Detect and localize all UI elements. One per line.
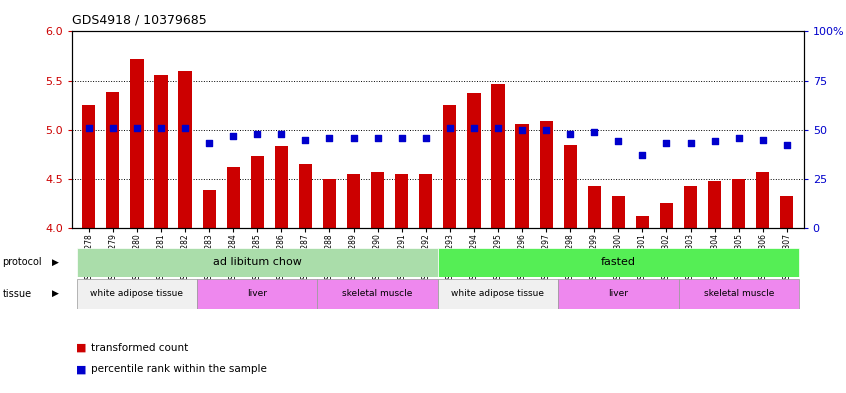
- Bar: [179, 71, 192, 228]
- Point: [395, 134, 409, 141]
- Bar: [563, 145, 577, 228]
- Bar: [684, 186, 697, 228]
- Bar: [437, 248, 799, 277]
- Bar: [558, 279, 678, 309]
- Bar: [347, 174, 360, 228]
- Point: [635, 152, 649, 158]
- Bar: [443, 105, 457, 228]
- Bar: [708, 181, 722, 228]
- Bar: [732, 179, 745, 228]
- Point: [419, 134, 432, 141]
- Point: [299, 136, 312, 143]
- Point: [275, 130, 288, 137]
- Point: [684, 140, 697, 147]
- Bar: [612, 195, 625, 228]
- Bar: [588, 186, 601, 228]
- Bar: [317, 279, 437, 309]
- Point: [106, 125, 119, 131]
- Point: [540, 127, 553, 133]
- Bar: [77, 248, 438, 277]
- Bar: [395, 174, 409, 228]
- Point: [563, 130, 577, 137]
- Bar: [419, 174, 432, 228]
- Bar: [202, 190, 216, 228]
- Point: [587, 129, 601, 135]
- Point: [467, 125, 481, 131]
- Text: skeletal muscle: skeletal muscle: [343, 289, 413, 298]
- Text: ▶: ▶: [52, 289, 59, 298]
- Text: ▶: ▶: [52, 258, 59, 267]
- Point: [154, 125, 168, 131]
- Bar: [323, 179, 336, 228]
- Point: [322, 134, 336, 141]
- Bar: [77, 279, 197, 309]
- Text: GDS4918 / 10379685: GDS4918 / 10379685: [72, 14, 206, 27]
- Point: [443, 125, 457, 131]
- Text: liver: liver: [247, 289, 267, 298]
- Bar: [756, 172, 769, 228]
- Bar: [540, 121, 552, 228]
- Text: ad libitum chow: ad libitum chow: [213, 257, 302, 267]
- Bar: [678, 279, 799, 309]
- Text: percentile rank within the sample: percentile rank within the sample: [91, 364, 267, 375]
- Bar: [780, 196, 794, 228]
- Text: ■: ■: [76, 343, 86, 353]
- Point: [250, 130, 264, 137]
- Point: [732, 134, 745, 141]
- Text: protocol: protocol: [3, 257, 42, 267]
- Point: [202, 140, 216, 147]
- Point: [756, 136, 770, 143]
- Point: [82, 125, 96, 131]
- Bar: [130, 59, 144, 228]
- Bar: [227, 167, 239, 228]
- Point: [347, 134, 360, 141]
- Bar: [467, 94, 481, 228]
- Bar: [107, 92, 119, 228]
- Text: skeletal muscle: skeletal muscle: [704, 289, 774, 298]
- Bar: [437, 279, 558, 309]
- Bar: [660, 204, 673, 228]
- Bar: [371, 172, 384, 228]
- Bar: [299, 164, 312, 228]
- Point: [130, 125, 144, 131]
- Point: [780, 142, 794, 149]
- Point: [227, 132, 240, 139]
- Point: [179, 125, 192, 131]
- Bar: [250, 156, 264, 228]
- Point: [492, 125, 505, 131]
- Text: ■: ■: [76, 364, 86, 375]
- Point: [612, 138, 625, 145]
- Text: transformed count: transformed count: [91, 343, 189, 353]
- Text: tissue: tissue: [3, 289, 31, 299]
- Text: liver: liver: [608, 289, 629, 298]
- Bar: [275, 146, 288, 228]
- Bar: [515, 124, 529, 228]
- Point: [371, 134, 384, 141]
- Bar: [154, 75, 168, 228]
- Point: [708, 138, 722, 145]
- Bar: [492, 84, 504, 228]
- Bar: [197, 279, 317, 309]
- Point: [660, 140, 673, 147]
- Bar: [636, 216, 649, 228]
- Bar: [82, 105, 96, 228]
- Point: [515, 127, 529, 133]
- Text: white adipose tissue: white adipose tissue: [91, 289, 184, 298]
- Text: fasted: fasted: [601, 257, 636, 267]
- Text: white adipose tissue: white adipose tissue: [452, 289, 545, 298]
